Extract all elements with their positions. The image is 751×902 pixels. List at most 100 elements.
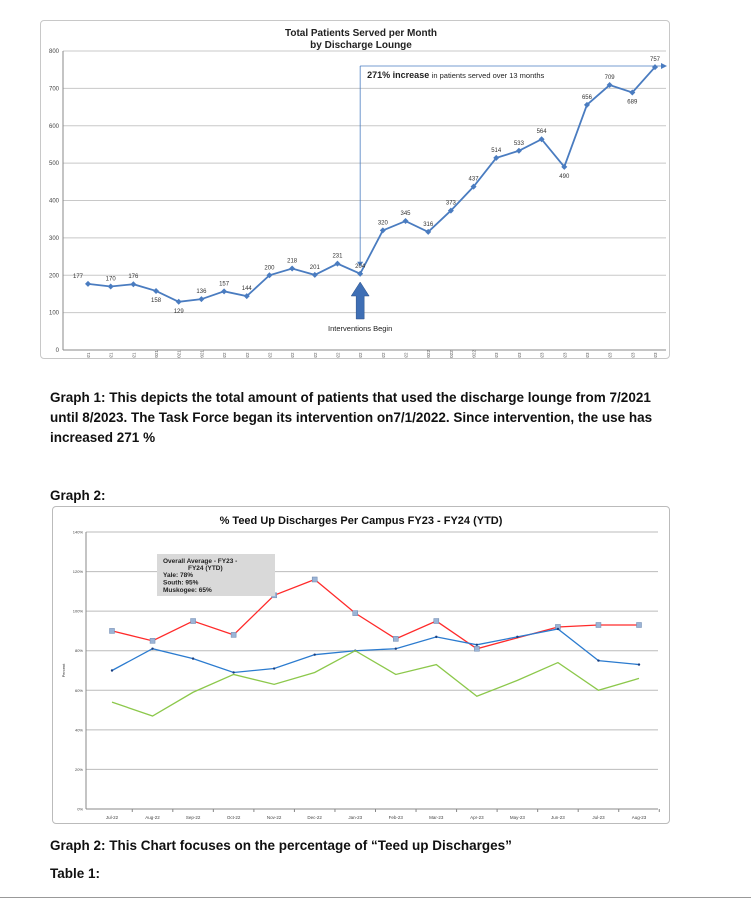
x-tick-label: 11/1/2021 [177, 350, 182, 358]
series-line-muskogee [111, 649, 640, 717]
y-tick-label: 100 [49, 311, 60, 317]
data-label: 689 [627, 99, 638, 105]
data-point [637, 663, 641, 666]
arrow-right-icon [661, 63, 667, 69]
average-annotation-box [157, 554, 275, 596]
x-tick-label: 1/1/2022 [222, 352, 227, 358]
data-point [243, 293, 250, 300]
x-tick-label: Dec-22 [307, 815, 322, 820]
x-tick-label: Mar-23 [429, 815, 444, 820]
interventions-label: Interventions Begin [328, 324, 392, 333]
x-tick-label: 6/1/2023 [608, 352, 613, 358]
data-point [435, 635, 438, 639]
x-tick-label: Jul-22 [106, 815, 119, 820]
data-point [474, 645, 480, 652]
data-point [425, 228, 432, 235]
data-point [110, 669, 114, 672]
data-point [583, 101, 590, 108]
data-label: 177 [73, 274, 84, 280]
annotation-line-4: South: 95% [163, 580, 199, 587]
graph-1-caption: Graph 1: This depicts the total amount o… [50, 390, 653, 445]
data-point [191, 657, 195, 660]
data-label: 316 [423, 222, 434, 228]
data-label: 490 [559, 174, 570, 180]
x-tick-label: 8/1/2023 [653, 352, 658, 358]
data-point [230, 632, 237, 638]
increase-annotation: 271% increase in patients served over 13… [367, 70, 544, 80]
x-tick-label: 12/1/2021 [199, 349, 204, 358]
data-label: 204 [355, 264, 366, 270]
x-tick-label: 9/1/2022 [404, 352, 409, 358]
data-point [313, 653, 316, 656]
x-tick-label: Feb-23 [389, 815, 404, 820]
data-point [311, 271, 318, 278]
y-tick-label: 140% [73, 530, 84, 535]
data-point [175, 298, 182, 305]
data-label: 564 [537, 129, 548, 135]
x-tick-label: 7/1/2021 [86, 352, 91, 358]
y-tick-label: 0 [56, 348, 60, 354]
x-tick-label: 3/1/2023 [540, 352, 545, 358]
data-label: 129 [174, 309, 185, 315]
x-tick-label: 12/1/2022 [472, 349, 477, 358]
y-tick-label: 20% [75, 767, 83, 772]
chart-title: Total Patients Served per Month [285, 28, 437, 39]
x-tick-label: Nov-22 [267, 815, 282, 820]
data-label: 345 [401, 211, 412, 217]
data-point [538, 136, 545, 143]
data-label: 158 [151, 298, 162, 304]
x-tick-label: 4/1/2023 [562, 352, 567, 358]
x-tick-label: 2/1/2023 [517, 352, 522, 358]
y-tick-label: 60% [75, 688, 83, 693]
x-tick-label: Oct-22 [227, 815, 241, 820]
x-tick-label: Apr-23 [470, 815, 484, 820]
data-point [289, 265, 296, 272]
graph-2-caption: Graph 2: This Chart focuses on the perce… [50, 838, 512, 853]
x-tick-label: Aug-22 [145, 815, 160, 820]
annotation-line-3: Yale: 78% [163, 572, 193, 579]
data-label: 514 [491, 148, 502, 154]
arrow-up-icon [350, 281, 370, 320]
x-tick-label: 2/1/2022 [245, 352, 250, 358]
data-label: 656 [582, 95, 593, 101]
x-tick-label: 11/1/2022 [449, 350, 454, 358]
data-point [606, 82, 613, 89]
data-point [561, 163, 568, 170]
x-tick-label: 1/1/2023 [494, 352, 499, 358]
chart-subtitle: by Discharge Lounge [310, 40, 412, 51]
data-point [515, 147, 522, 154]
x-tick-label: 7/1/2023 [630, 352, 635, 358]
y-tick-label: 120% [73, 569, 84, 574]
data-point [556, 627, 560, 631]
chart-2-frame: % Teed Up Discharges Per Campus FY23 - F… [52, 506, 670, 824]
data-point [493, 154, 500, 161]
data-label: 218 [287, 259, 298, 265]
x-tick-label: Jan-23 [348, 815, 362, 820]
data-point [516, 635, 519, 639]
x-tick-label: Sep-22 [186, 815, 201, 820]
data-point [352, 610, 358, 616]
y-axis-label: Percent [61, 663, 66, 678]
x-tick-label: May-23 [510, 815, 526, 820]
data-point [266, 272, 273, 279]
graph-2-heading: Graph 2: [50, 488, 106, 503]
data-label: 231 [332, 254, 343, 260]
data-label: 437 [469, 177, 480, 183]
x-tick-label: 5/1/2022 [313, 352, 318, 358]
data-label: 170 [106, 276, 117, 282]
y-tick-label: 0% [77, 807, 83, 812]
data-point [636, 622, 642, 628]
data-label: 320 [378, 220, 389, 226]
data-label: 709 [605, 75, 616, 81]
y-tick-label: 500 [49, 161, 60, 167]
data-point [629, 89, 636, 96]
x-tick-label: 10/1/2021 [154, 349, 159, 358]
increase-text: in patients served over 13 months [432, 71, 545, 80]
x-tick-label: 5/1/2023 [585, 352, 590, 358]
data-point [130, 281, 137, 288]
data-label: 200 [264, 265, 275, 271]
x-tick-label: 10/1/2022 [426, 349, 431, 358]
x-tick-label: Jun-23 [551, 815, 565, 820]
data-point [379, 227, 386, 234]
